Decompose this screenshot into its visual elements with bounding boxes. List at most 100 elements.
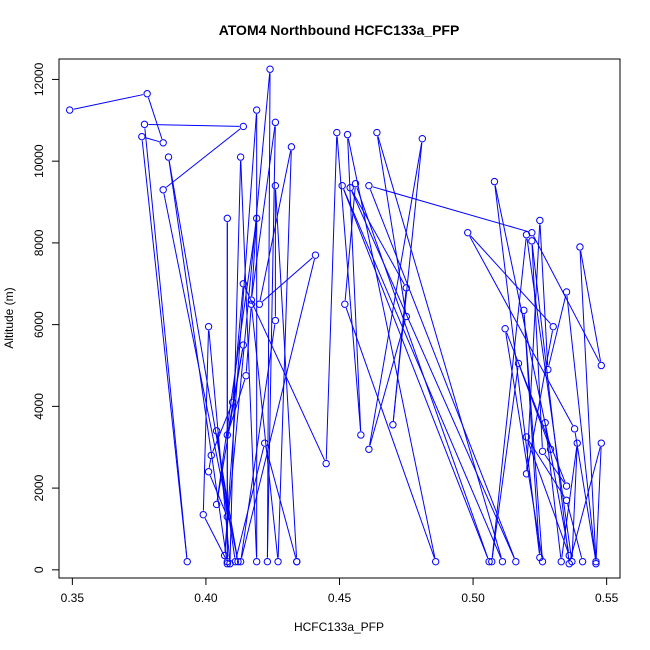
series-segment [266, 73, 271, 558]
series-segment [377, 136, 502, 558]
data-point [252, 557, 261, 566]
data-point [365, 445, 373, 453]
chart-title: ATOM4 Northbound HCFC133a_PFP [219, 22, 460, 38]
data-point [592, 557, 600, 566]
data-point [351, 179, 360, 188]
data-point [501, 325, 509, 333]
data-point [597, 439, 605, 447]
data-point [65, 106, 74, 114]
data-point [373, 128, 381, 137]
series-segment [526, 238, 572, 558]
series-segment [526, 224, 541, 470]
data-point [223, 214, 232, 223]
y-tick-label: 12000 [32, 62, 46, 96]
data-point [293, 557, 301, 566]
data-point [488, 557, 496, 566]
data-point [333, 128, 341, 137]
data-point [341, 300, 349, 308]
data-point [522, 231, 531, 239]
series-segment [574, 432, 596, 558]
series-segment [141, 140, 188, 558]
y-axis: 0 2000 4000 6000 8000 10000 12000 [32, 62, 60, 573]
series-segment [73, 94, 144, 110]
data-point [263, 557, 272, 566]
series-segment [347, 138, 362, 431]
series-segment [392, 291, 407, 421]
series-segment [244, 287, 325, 461]
series-segment [208, 330, 231, 560]
data-point [546, 445, 555, 453]
series-segment [251, 222, 257, 297]
data-point [522, 433, 531, 441]
series-segment [545, 426, 562, 558]
data-point [578, 557, 587, 566]
data-point [247, 296, 256, 304]
series-segment [229, 161, 242, 560]
series-segment [245, 308, 252, 372]
data-point [338, 181, 346, 190]
series-segment [527, 440, 569, 552]
series-segment [566, 295, 597, 560]
series-segment [262, 257, 313, 302]
data-point [522, 470, 531, 478]
data-point [389, 421, 397, 429]
series-segment [202, 330, 209, 511]
y-tick-label: 10000 [32, 144, 46, 178]
x-tick-label: 0.50 [461, 591, 485, 605]
series-segment [235, 446, 265, 558]
series-segment [523, 314, 541, 554]
series-segment [351, 190, 405, 285]
data-point [431, 557, 440, 566]
data-point [223, 431, 232, 439]
data-point [239, 122, 248, 131]
data-point [199, 510, 207, 519]
data-point [576, 243, 584, 251]
series-segment [539, 224, 549, 366]
y-tick-label: 4000 [32, 393, 46, 420]
data-point [311, 251, 320, 259]
data-point [565, 551, 573, 560]
data-point [140, 120, 149, 129]
series-segment [528, 440, 565, 498]
data-point [365, 181, 373, 190]
data-point [541, 419, 549, 427]
series-segment [166, 128, 241, 188]
series-segment [347, 138, 436, 558]
data-point [549, 322, 557, 331]
data-point [271, 181, 280, 190]
data-point [228, 398, 237, 406]
data-point [261, 439, 269, 447]
series-segment [209, 475, 227, 514]
series-segment [343, 189, 489, 559]
data-point [271, 316, 280, 325]
data-point [557, 557, 565, 566]
data-point [207, 451, 215, 460]
data-point [159, 186, 167, 194]
x-tick-label: 0.40 [194, 591, 218, 605]
series-segment [506, 332, 566, 483]
series-segment [227, 348, 244, 432]
data-point [212, 500, 221, 509]
data-point [138, 132, 146, 141]
series-segment [241, 258, 315, 558]
data-point [322, 459, 330, 468]
x-axis-label: HCFC133a_PFP [294, 620, 384, 634]
data-point [562, 288, 571, 296]
series-segment [251, 126, 276, 297]
data-point [570, 425, 579, 433]
data-point [485, 557, 493, 566]
series-segment [228, 379, 246, 432]
data-point [242, 372, 250, 380]
data-point [143, 90, 151, 98]
series-segment [168, 160, 238, 558]
series-segment [147, 97, 163, 140]
data-point [544, 365, 552, 374]
data-point [212, 427, 221, 435]
series-segment [144, 128, 188, 558]
series-segment [265, 446, 297, 558]
data-point [418, 134, 427, 143]
data-point [223, 559, 232, 568]
series-segment [325, 136, 338, 460]
data-point [538, 447, 547, 456]
